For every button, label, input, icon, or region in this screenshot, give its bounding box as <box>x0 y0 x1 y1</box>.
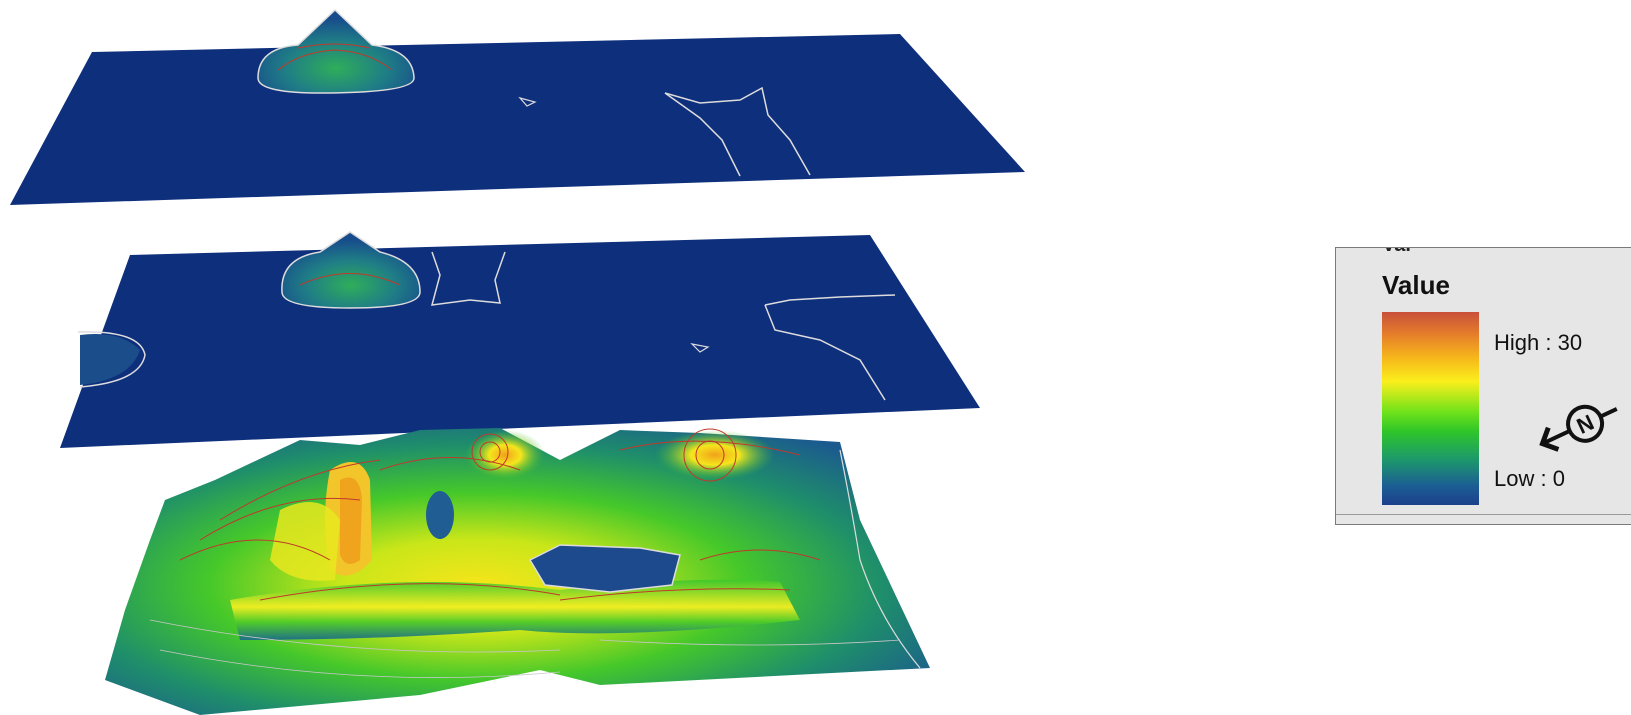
map-legend: Val Value High : 30 Low : 0 N <box>1335 247 1631 525</box>
legend-low-label: Low : 0 <box>1494 466 1565 491</box>
legend-divider <box>1336 514 1631 515</box>
north-arrow-icon: N <box>1539 404 1618 452</box>
legend-cut-title: Val <box>1382 248 1411 257</box>
legend-color-ramp <box>1382 312 1479 505</box>
legend-title: Value <box>1382 270 1450 300</box>
layer-middle <box>60 231 980 448</box>
layer-bottom <box>105 428 930 715</box>
layer-top <box>10 8 1025 205</box>
legend-high-label: High : 30 <box>1494 330 1583 355</box>
